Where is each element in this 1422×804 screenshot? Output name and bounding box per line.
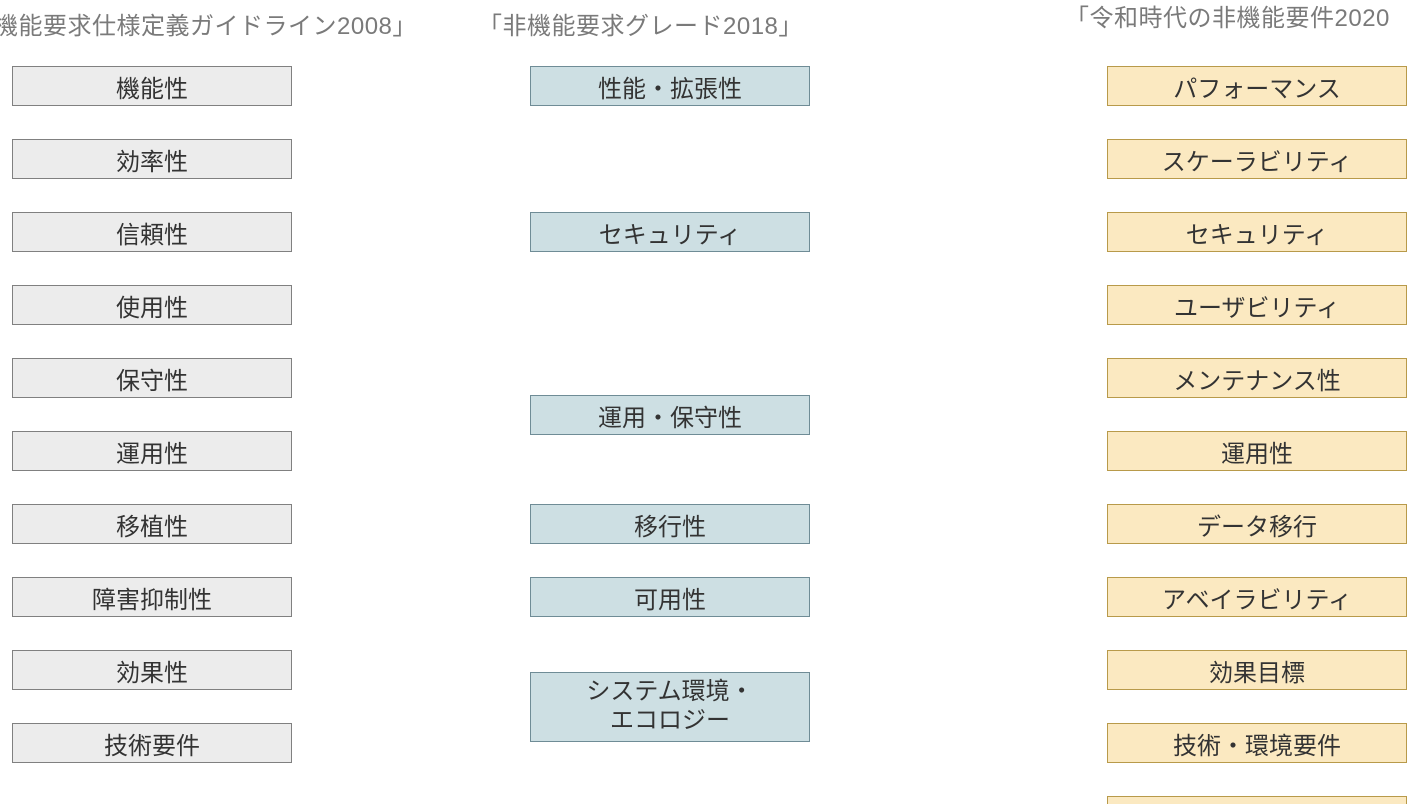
grade-2018-box-3: 運用・保守性 [530, 395, 810, 435]
reiwa-2020-box-1-label: パフォーマンス [1173, 69, 1341, 104]
guideline-2008-box-1: 機能性 [12, 66, 292, 106]
grade-2018-box-1-label: 性能・拡張性 [598, 69, 742, 104]
column-title-2008: 機能要求仕様定義ガイドライン2008」 [0, 6, 417, 41]
grade-2018-box-6-label2: エコロジー [610, 707, 730, 736]
guideline-2008-box-9-label: 効果性 [116, 653, 188, 688]
reiwa-2020-box-2-label: スケーラビリティ [1162, 142, 1353, 177]
guideline-2008-box-9: 効果性 [12, 650, 292, 690]
grade-2018-box-4-label: 移行性 [634, 507, 706, 542]
guideline-2008-box-10: 技術要件 [12, 723, 292, 763]
grade-2018-box-5-label: 可用性 [634, 580, 706, 615]
guideline-2008-box-8-label: 障害抑制性 [92, 580, 212, 615]
guideline-2008-box-8: 障害抑制性 [12, 577, 292, 617]
reiwa-2020-box-3-label: セキュリティ [1186, 215, 1329, 250]
guideline-2008-box-1-label: 機能性 [116, 69, 188, 104]
grade-2018-box-6: システム環境・エコロジー [530, 672, 810, 742]
reiwa-2020-box-7: データ移行 [1107, 504, 1407, 544]
reiwa-2020-box-11-label: 規制要件 [1209, 799, 1305, 804]
reiwa-2020-box-7-label: データ移行 [1197, 507, 1317, 542]
reiwa-2020-box-9-label: 効果目標 [1209, 653, 1305, 688]
guideline-2008-box-5: 保守性 [12, 358, 292, 398]
guideline-2008-box-3: 信頼性 [12, 212, 292, 252]
reiwa-2020-box-10: 技術・環境要件 [1107, 723, 1407, 763]
grade-2018-box-2-label: セキュリティ [599, 215, 742, 250]
reiwa-2020-box-4-label: ユーザビリティ [1174, 288, 1340, 323]
reiwa-2020-box-9: 効果目標 [1107, 650, 1407, 690]
column-title-2020: 「令和時代の非機能要件2020 [1065, 0, 1390, 33]
guideline-2008-box-6-label: 運用性 [116, 434, 188, 469]
guideline-2008-box-7-label: 移植性 [116, 507, 188, 542]
reiwa-2020-box-1: パフォーマンス [1107, 66, 1407, 106]
reiwa-2020-box-6-label: 運用性 [1221, 434, 1293, 469]
grade-2018-box-1: 性能・拡張性 [530, 66, 810, 106]
reiwa-2020-box-2: スケーラビリティ [1107, 139, 1407, 179]
guideline-2008-box-4-label: 使用性 [116, 288, 188, 323]
diagram-stage: 機能要求仕様定義ガイドライン2008」 「非機能要求グレード2018」 「令和時… [0, 0, 1422, 804]
reiwa-2020-box-5-label: メンテナンス性 [1173, 361, 1341, 396]
reiwa-2020-box-10-label: 技術・環境要件 [1173, 726, 1341, 761]
guideline-2008-box-3-label: 信頼性 [116, 215, 188, 250]
guideline-2008-box-7: 移植性 [12, 504, 292, 544]
guideline-2008-box-2-label: 効率性 [116, 142, 188, 177]
grade-2018-box-6-label: システム環境・ [586, 678, 753, 707]
reiwa-2020-box-11: 規制要件 [1107, 796, 1407, 804]
guideline-2008-box-5-label: 保守性 [116, 361, 188, 396]
guideline-2008-box-6: 運用性 [12, 431, 292, 471]
reiwa-2020-box-3: セキュリティ [1107, 212, 1407, 252]
grade-2018-box-2: セキュリティ [530, 212, 810, 252]
grade-2018-box-3-label: 運用・保守性 [598, 398, 742, 433]
grade-2018-box-5: 可用性 [530, 577, 810, 617]
guideline-2008-box-2: 効率性 [12, 139, 292, 179]
reiwa-2020-box-5: メンテナンス性 [1107, 358, 1407, 398]
grade-2018-box-4: 移行性 [530, 504, 810, 544]
guideline-2008-box-10-label: 技術要件 [104, 726, 200, 761]
guideline-2008-box-4: 使用性 [12, 285, 292, 325]
reiwa-2020-box-8: アベイラビリティ [1107, 577, 1407, 617]
reiwa-2020-box-6: 運用性 [1107, 431, 1407, 471]
reiwa-2020-box-4: ユーザビリティ [1107, 285, 1407, 325]
column-title-2018: 「非機能要求グレード2018」 [478, 6, 803, 41]
reiwa-2020-box-8-label: アベイラビリティ [1162, 580, 1352, 615]
